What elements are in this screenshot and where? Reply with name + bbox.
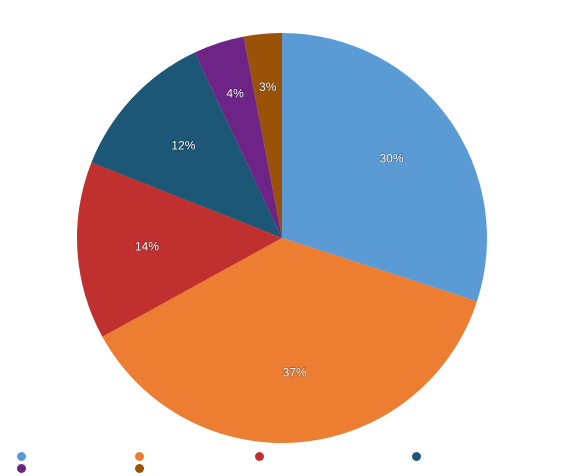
slice-label-5: 4% (226, 87, 244, 101)
slice-label-2: 37% (283, 366, 307, 380)
slice-label-1: 30% (379, 152, 403, 166)
pie-slices (77, 33, 487, 443)
legend-dot-6 (135, 464, 144, 473)
legend-dot-1 (17, 452, 26, 461)
legend-dot-3 (255, 452, 264, 461)
legend-dot-4 (412, 452, 421, 461)
legend-row-1 (0, 452, 563, 464)
legend-dot-2 (135, 452, 144, 461)
slice-label-3: 14% (135, 240, 159, 254)
legend-row-2 (0, 464, 563, 476)
legend-dot-5 (17, 464, 26, 473)
slice-label-6: 3% (259, 80, 277, 94)
slice-label-4: 12% (171, 138, 195, 152)
